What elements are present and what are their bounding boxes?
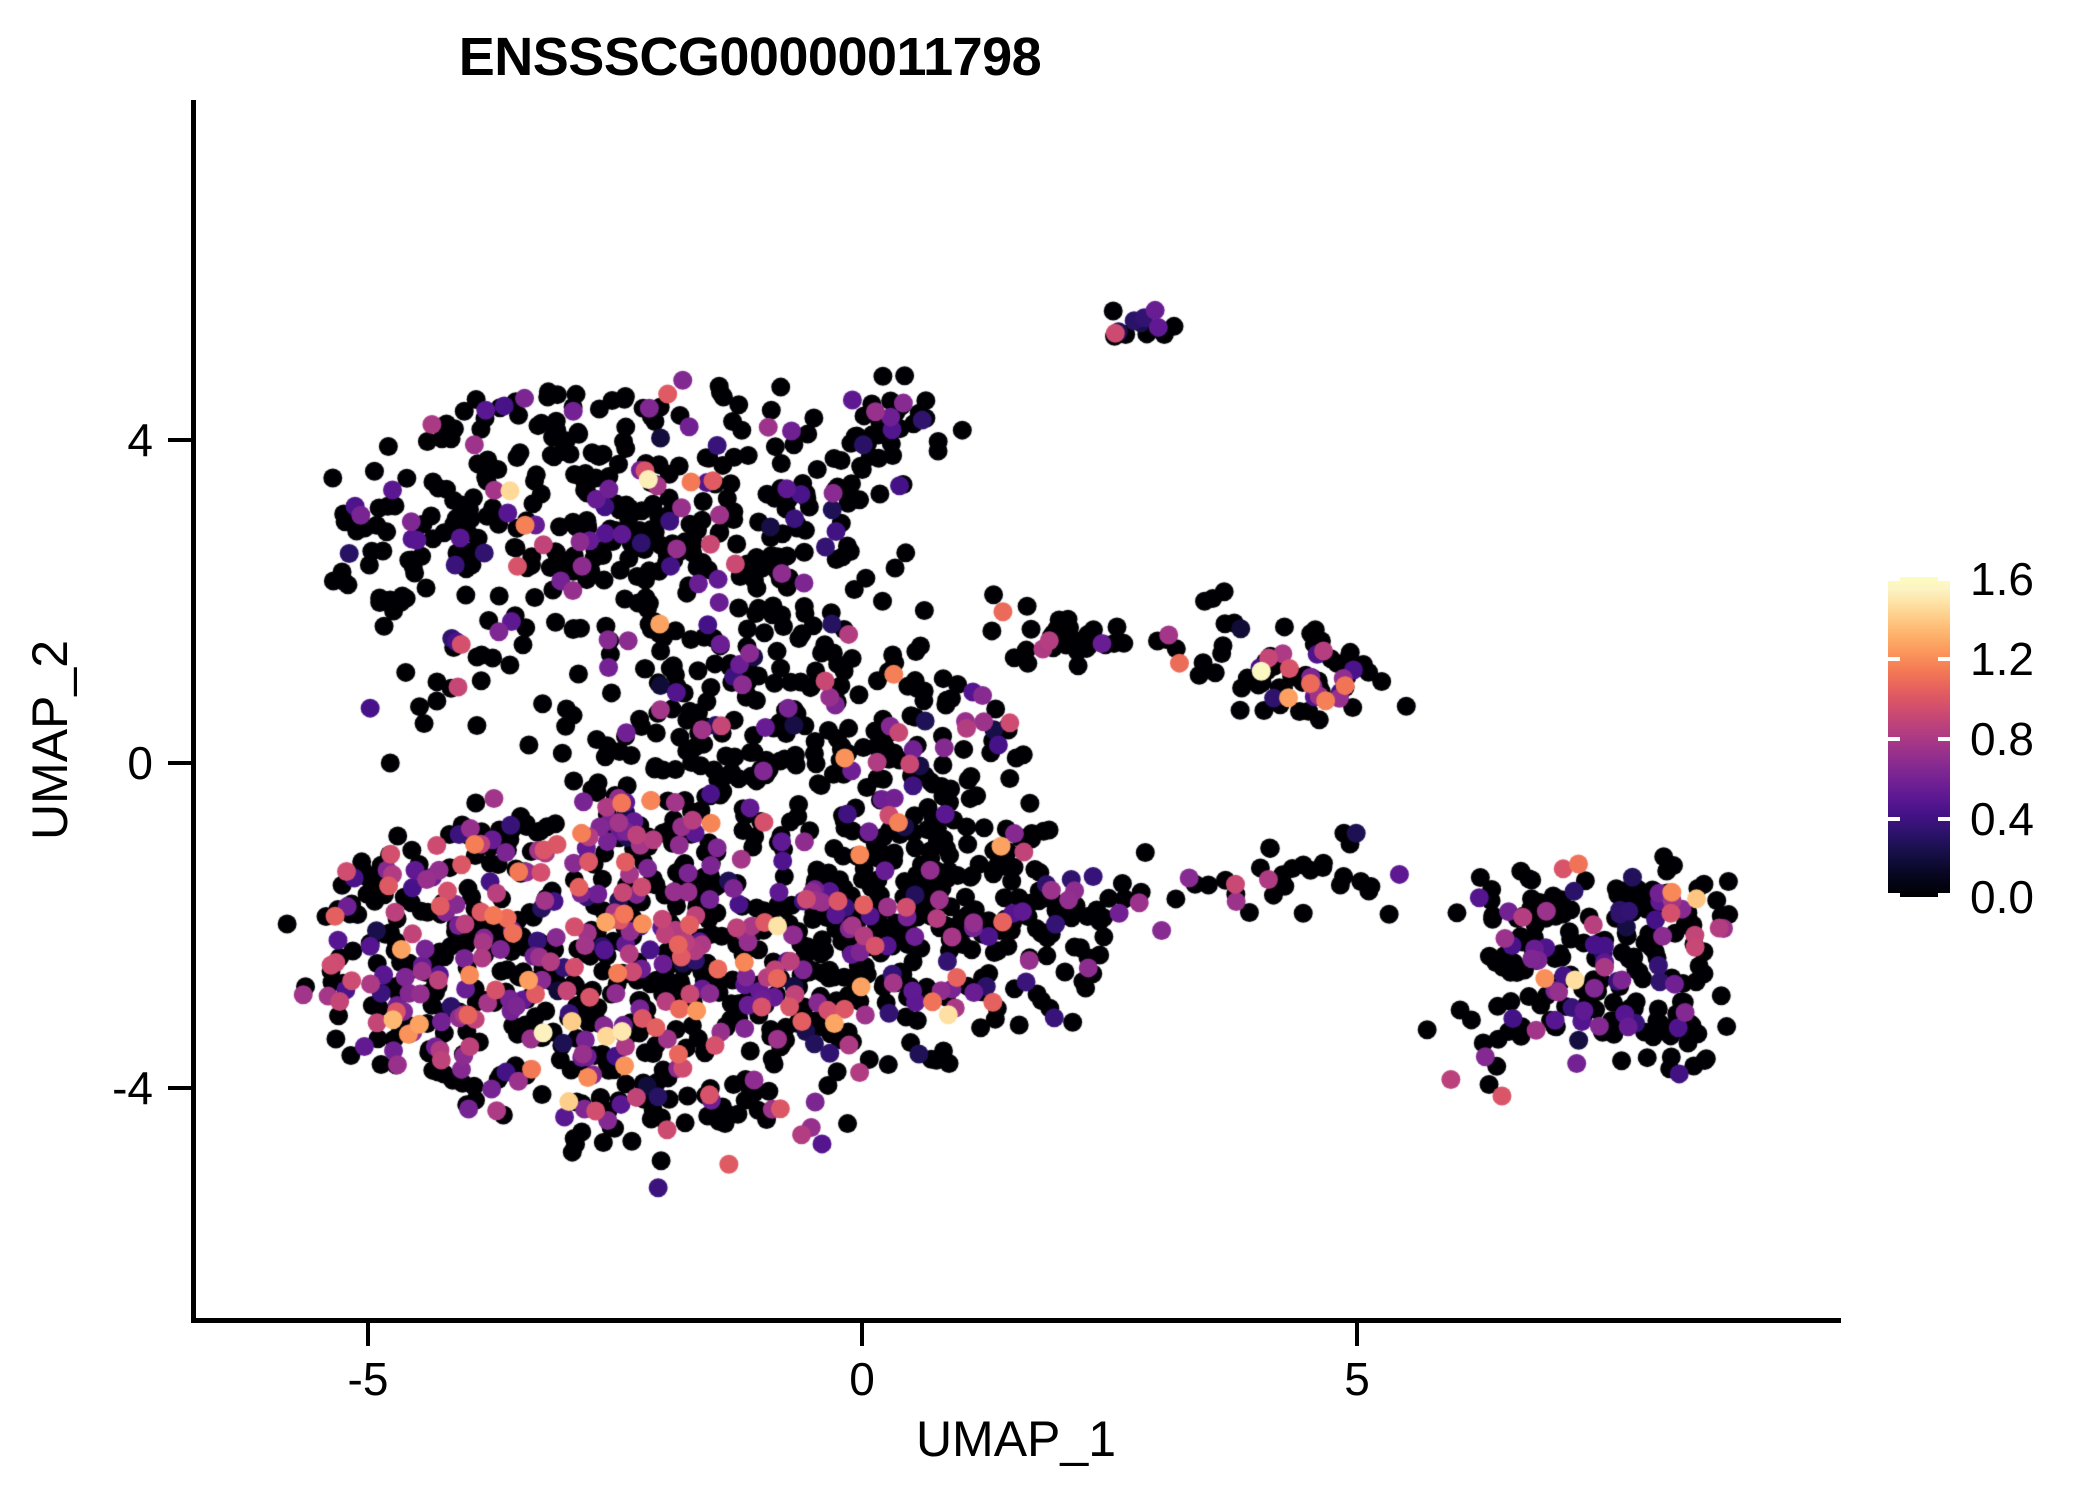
colorbar-tick-0-8-right bbox=[1938, 737, 1950, 741]
x-tick-label-0: 0 bbox=[849, 1353, 875, 1405]
x-tick-label-neg5: -5 bbox=[347, 1353, 389, 1405]
colorbar-tick-0-8-left bbox=[1888, 737, 1900, 741]
colorbar-tick-1-2-left bbox=[1888, 657, 1900, 661]
colorbar-tick-1-6-right bbox=[1938, 577, 1950, 581]
colorbar-tick-1-2-right bbox=[1938, 657, 1950, 661]
x-tick-mark-neg5 bbox=[366, 1322, 370, 1346]
colorbar-label-1-2: 1.2 bbox=[1970, 633, 2034, 685]
y-axis-title: UMAP_2 bbox=[22, 639, 78, 841]
colorbar-tick-0-4-left bbox=[1888, 817, 1900, 821]
colorbar-legend: 1.6 1.2 0.8 0.4 0.0 bbox=[1888, 553, 2088, 923]
y-tick-mark-neg4 bbox=[168, 1086, 192, 1090]
x-tick-mark-5 bbox=[1355, 1322, 1359, 1346]
colorbar-tick-0-0-right bbox=[1938, 893, 1950, 897]
colorbar-label-0-4: 0.4 bbox=[1970, 793, 2034, 845]
y-tick-mark-0 bbox=[168, 761, 192, 765]
colorbar-label-1-6: 1.6 bbox=[1970, 553, 2034, 605]
y-tick-mark-4 bbox=[168, 438, 192, 442]
x-axis-line bbox=[191, 1318, 1841, 1323]
colorbar-tick-0-4-right bbox=[1938, 817, 1950, 821]
y-axis-line bbox=[191, 100, 196, 1322]
colorbar-tick-1-6-left bbox=[1888, 577, 1900, 581]
colorbar-label-0-8: 0.8 bbox=[1970, 713, 2034, 765]
colorbar-label-0-0: 0.0 bbox=[1970, 871, 2034, 923]
x-tick-label-5: 5 bbox=[1344, 1353, 1370, 1405]
y-tick-label-4: 4 bbox=[127, 414, 153, 466]
colorbar-tick-0-0-left bbox=[1888, 893, 1900, 897]
y-tick-label-neg4: -4 bbox=[112, 1062, 153, 1114]
x-tick-mark-0 bbox=[860, 1322, 864, 1346]
y-tick-label-0: 0 bbox=[127, 737, 153, 789]
x-axis-title: UMAP_1 bbox=[915, 1411, 1117, 1467]
